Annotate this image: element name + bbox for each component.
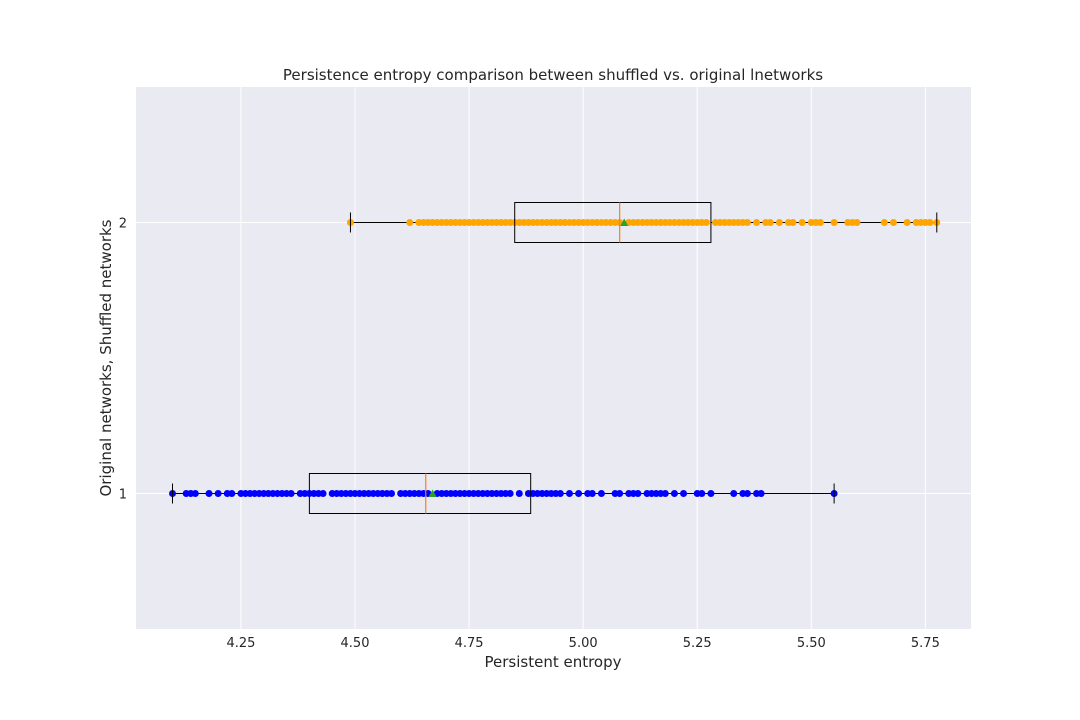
data-point [661,490,669,497]
data-point [707,490,715,497]
data-point [680,490,688,497]
box [514,202,712,243]
data-point [775,219,783,226]
data-point [798,219,806,226]
x-axis-label: Persistent entropy [485,653,622,671]
x-tick-label: 4.50 [341,636,370,651]
box-group-1 [169,473,838,514]
data-point [597,490,605,497]
data-point [556,490,564,497]
x-tick-label: 5.50 [797,636,826,651]
data-point [757,490,765,497]
data-point [789,219,797,226]
data-point [634,490,642,497]
data-point [388,490,396,497]
data-point [743,490,751,497]
chart-title: Persistence entropy comparison between s… [283,66,823,84]
y-tick-label: 2 [119,217,127,232]
y-tick-label: 1 [119,488,127,503]
data-point [515,490,523,497]
data-point [228,490,236,497]
box [308,473,532,514]
data-point [766,219,774,226]
data-point [205,490,213,497]
data-point [575,490,583,497]
box-series [169,202,941,514]
data-point [743,219,751,226]
data-point [565,490,573,497]
data-point [830,219,838,226]
x-tick-label: 5.75 [911,636,940,651]
data-point [319,490,327,497]
x-tick-label: 5.25 [683,636,712,651]
data-point [616,490,624,497]
mean-marker [428,489,437,497]
data-point [287,490,295,497]
data-point [702,219,710,226]
x-tick-label: 5.00 [569,636,598,651]
mean-marker [620,218,629,226]
data-point [853,219,861,226]
data-point [506,490,514,497]
tick-labels: 4.25 4.50 4.75 5.00 5.25 5.50 5.75 1 2 [119,217,940,652]
data-point [406,219,414,226]
data-point [880,219,888,226]
data-point [753,219,761,226]
data-point [191,490,199,497]
data-point [670,490,678,497]
x-tick-label: 4.25 [226,636,255,651]
data-point [889,219,897,226]
data-point [698,490,706,497]
plot-area [136,87,971,629]
data-point [214,490,222,497]
data-point [816,219,824,226]
box-group-2 [346,202,941,243]
data-point [926,219,934,226]
data-point [588,490,596,497]
data-point [730,490,738,497]
data-point [903,219,911,226]
y-axis-label: Original networks, Shuffled networks [97,219,115,496]
x-tick-label: 4.75 [455,636,484,651]
